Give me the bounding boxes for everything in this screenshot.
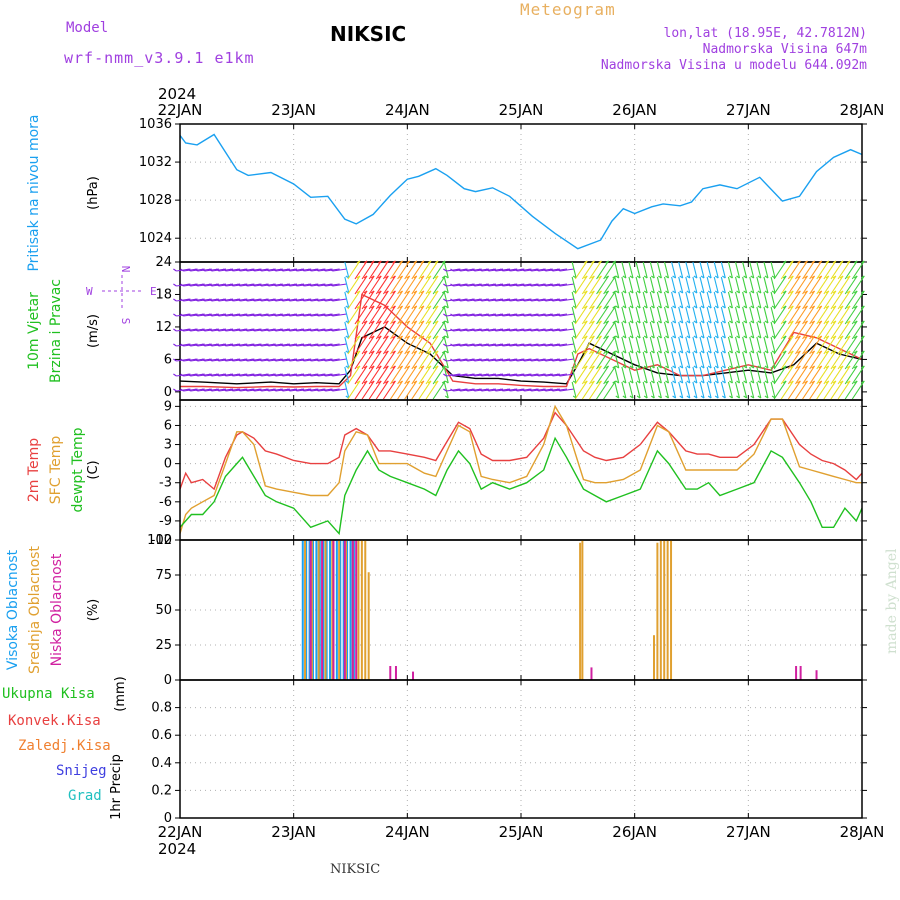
x-tick-label-bottom: 28JAN [840,823,885,841]
y-tick-label: -9 [159,514,172,529]
precip-panel: 0 0.2 0.4 0.6 0.8 (mm) 1hr Precip Ukupna Kisa Ko… [2,676,867,826]
y-tick-label: 0.2 [151,783,172,798]
y-tick-label: 0.4 [151,756,172,771]
compass-west: W [86,285,93,298]
y-tick-label: 18 [155,287,172,302]
x-tick-label-bottom: 22JAN [158,823,203,841]
x-tick-label-top: 26JAN [612,101,657,119]
y-tick-label: 1028 [139,193,172,208]
y-tick-label: 1032 [139,155,172,170]
x-tick-label-top: 27JAN [726,101,771,119]
panel-label: Pritisak na nivou mora [26,114,42,271]
x-tick-label-top: 24JAN [385,101,430,119]
panel-label: 2m Temp [26,438,42,502]
series-wind-speed [179,326,863,385]
unit-label: (%) [86,599,101,622]
compass-north: N [119,266,132,273]
x-tick-label-top: 23JAN [271,101,316,119]
legend-item: Grad [68,788,102,804]
series-2m-temp [179,411,863,491]
y-tick-label: 6 [164,418,172,433]
panel-label: 10m Vjetar [26,292,42,370]
ylabel-precip: 1hr Precip [109,754,124,820]
unit-label: (hPa) [86,176,101,210]
x-tick-label-bottom: 24JAN [385,823,430,841]
y-tick-label: 100 [147,533,172,548]
watermark: made by Angel [884,548,900,655]
x-tick-label-bottom: 23JAN [271,823,316,841]
legend-item: Konvek.Kisa [8,713,101,729]
panel-label: SFC Temp [48,436,64,505]
panel-label: dewpt Temp [70,427,86,512]
year-label-top: 2024 [158,85,196,103]
y-tick-label: 1024 [139,231,172,246]
unit-label: (mm) [113,676,128,711]
footer-station-label: NIKSIC [330,862,381,877]
temperature-panel: -12 -9 -6 -3 0 3 6 9 (C) 2m Temp SFC Temp dewpt Tem… [26,399,867,548]
unit-label: (C) [86,460,101,479]
y-tick-label: 0.6 [151,728,172,743]
y-tick-label: 0 [164,457,172,472]
legend-item: Zaledj.Kisa [18,738,111,754]
x-tick-label-top: 28JAN [840,101,885,119]
meteogram-title: Meteogram [520,0,616,19]
y-tick-label: -3 [159,476,172,491]
site-title: NIKSIC [330,22,407,46]
x-tick-label-top: 25JAN [499,101,544,119]
compass-south: S [119,318,132,325]
x-tick-label-bottom: 27JAN [726,823,771,841]
y-tick-label: 0 [164,811,172,826]
y-tick-label: 25 [155,638,172,653]
compass-east: E [150,285,157,298]
location-coordinates: lon,lat (18.95E, 42.7812N) [663,26,868,41]
y-tick-label: -6 [159,495,172,510]
y-tick-label: 0.8 [151,701,172,716]
model-altitude: Nadmorska Visina u modelu 644.092m [600,58,867,73]
y-tick-label: 50 [155,603,172,618]
panel-label: Brzina i Pravac [48,279,64,383]
y-tick-label: 6 [164,352,172,367]
y-tick-label: 75 [155,568,172,583]
x-tick-label-bottom: 26JAN [612,823,657,841]
unit-label: (m/s) [86,314,101,348]
y-tick-label: 24 [155,255,172,270]
panel-label: Srednja Oblacnost [27,546,43,674]
y-tick-label: 0 [164,673,172,688]
series-wind-gust [180,293,863,389]
y-tick-label: 12 [155,320,172,335]
compass-icon: W E N S [86,266,157,325]
y-tick-label: 3 [164,438,172,453]
panel-label: Visoka Oblacnost [5,549,21,670]
pressure-panel: 1024 1028 1032 1036 (hPa) Pritisak na nivou m… [26,114,867,272]
wind-direction-arrows [173,260,865,400]
station-altitude: Nadmorska Visina 647m [702,42,867,57]
series-pritisak-na-nivou-mora [179,133,863,250]
year-label-bottom: 2024 [158,840,196,858]
series-dewpt-temp [179,436,863,536]
x-tick-label-bottom: 25JAN [499,823,544,841]
model-label: Model [66,20,109,36]
time-axis: 22JAN 22JAN 23JAN 23JAN 24JAN 24JAN 25JAN 25JAN… [158,85,885,858]
y-tick-label: 0 [164,385,172,400]
cloud-panel: 0 25 50 75 100 (%) Visoka Oblacnost Srednja Obl… [5,533,867,688]
y-tick-label: 9 [164,399,172,414]
panel-label: Niska Oblacnost [49,553,65,666]
series-sfc-temp [179,404,862,534]
legend-item: Ukupna Kisa [2,686,95,702]
y-tick-label: -12 [151,533,172,548]
legend-item: Snijeg [56,763,107,779]
model-name: wrf-nmm_v3.9.1 e1km [64,49,255,67]
x-tick-label-top: 22JAN [158,101,203,119]
y-tick-label: 1036 [139,117,172,132]
